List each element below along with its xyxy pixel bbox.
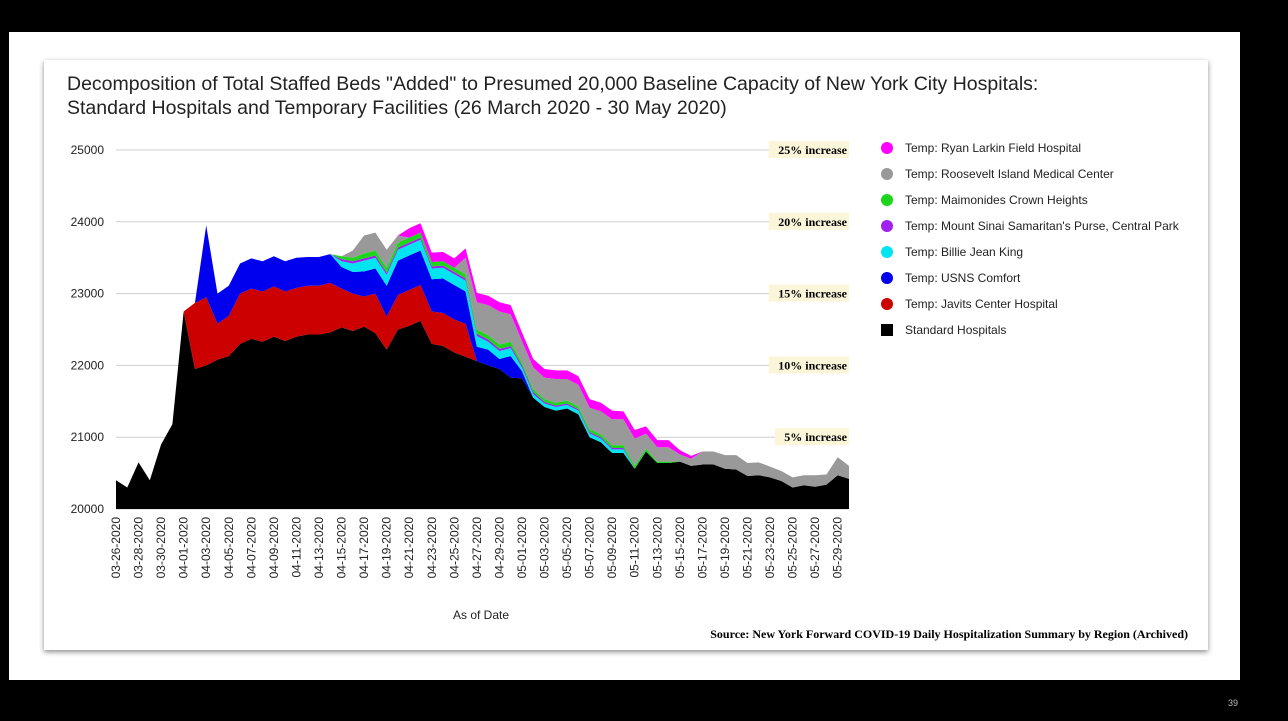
legend-item: Temp: USNS Comfort [880, 271, 1200, 285]
series-area-1 [116, 282, 849, 488]
x-tick-label: 04-25-2020 [447, 517, 461, 579]
page-number: 39 [1227, 698, 1238, 708]
legend-swatch [881, 142, 893, 154]
y-tick-label: 21000 [71, 430, 105, 444]
x-axis-ticks: 03-26-2020 03-28-2020 03-30-2020 04-01-2020… [109, 517, 845, 579]
x-tick-label: 05-07-2020 [583, 517, 597, 579]
y-axis-ticks: 20000 21000 22000 23000 24000 25000 [71, 143, 105, 516]
x-tick-label: 03-28-2020 [132, 517, 146, 579]
legend-swatch [881, 220, 893, 232]
increase-annotations: 25% increase 20% increase 15% increase 10% … [768, 141, 849, 446]
annotation: 5% increase [774, 428, 849, 446]
annotation: 20% increase [768, 212, 849, 230]
annotation-label: 25% increase [778, 143, 847, 157]
x-tick-label: 04-03-2020 [199, 517, 213, 579]
x-axis-label: As of Date [453, 608, 509, 622]
chart-title: Decomposition of Total Staffed Beds "Add… [67, 72, 1207, 120]
series-area-0 [116, 311, 849, 509]
legend-item: Standard Hospitals [880, 323, 1200, 337]
y-tick-label: 20000 [71, 502, 105, 516]
x-tick-label: 05-03-2020 [538, 517, 552, 579]
x-tick-label: 05-27-2020 [808, 517, 822, 579]
legend-label: Standard Hospitals [905, 323, 1007, 337]
x-tick-label: 05-21-2020 [741, 517, 755, 579]
x-tick-label: 04-13-2020 [312, 517, 326, 579]
legend-item: Temp: Javits Center Hospital [880, 297, 1200, 311]
legend-item: Temp: Mount Sinai Samaritan's Purse, Cen… [880, 219, 1200, 233]
legend-label: Temp: Mount Sinai Samaritan's Purse, Cen… [905, 219, 1179, 233]
x-tick-label: 05-01-2020 [515, 517, 529, 579]
legend-swatch [881, 298, 893, 310]
x-tick-label: 04-07-2020 [244, 517, 258, 579]
legend-label: Temp: USNS Comfort [905, 271, 1021, 285]
annotation-label: 5% increase [784, 430, 847, 444]
chart-title-line-1: Decomposition of Total Staffed Beds "Add… [67, 73, 1039, 95]
legend-swatch [881, 324, 893, 336]
annotation-bg [768, 284, 849, 302]
series-areas [116, 223, 849, 509]
annotation-bg [768, 141, 849, 158]
legend-label: Temp: Javits Center Hospital [905, 297, 1058, 311]
legend-label: Temp: Maimonides Crown Heights [905, 193, 1088, 207]
source-note: Source: New York Forward COVID-19 Daily … [710, 627, 1188, 641]
x-tick-label: 05-29-2020 [831, 517, 845, 579]
x-tick-label: 05-09-2020 [605, 517, 619, 579]
annotation-label: 15% increase [778, 287, 847, 301]
legend-swatch [881, 168, 893, 180]
x-tick-label: 05-15-2020 [673, 517, 687, 579]
x-tick-label: 04-09-2020 [267, 517, 281, 579]
x-tick-label: 05-23-2020 [763, 517, 777, 579]
x-tick-label: 04-19-2020 [380, 517, 394, 579]
legend-swatch [881, 272, 893, 284]
y-tick-label: 22000 [71, 358, 105, 372]
y-tick-label: 23000 [71, 287, 105, 301]
x-tick-label: 04-21-2020 [402, 517, 416, 579]
x-tick-label: 05-19-2020 [718, 517, 732, 579]
legend-label: Temp: Roosevelt Island Medical Center [905, 167, 1114, 181]
legend-item: Temp: Maimonides Crown Heights [880, 193, 1200, 207]
legend: Temp: Ryan Larkin Field Hospital Temp: Ro… [880, 141, 1200, 349]
legend-swatch [881, 194, 893, 206]
legend-item: Temp: Ryan Larkin Field Hospital [880, 141, 1200, 155]
annotation-bg [774, 428, 849, 446]
x-tick-label: 03-30-2020 [154, 517, 168, 579]
y-tick-label: 24000 [71, 215, 105, 229]
x-tick-label: 05-11-2020 [628, 517, 642, 578]
annotation-label: 20% increase [778, 215, 847, 229]
legend-swatch [881, 246, 893, 258]
legend-label: Temp: Ryan Larkin Field Hospital [905, 141, 1082, 155]
x-tick-label: 04-27-2020 [470, 517, 484, 579]
x-tick-label: 03-26-2020 [109, 517, 123, 579]
annotation: 10% increase [768, 356, 849, 374]
annotation-bg [768, 212, 849, 230]
x-tick-label: 04-17-2020 [357, 517, 371, 579]
x-tick-label: 05-05-2020 [560, 517, 574, 579]
annotation: 15% increase [768, 284, 849, 302]
legend-label: Temp: Billie Jean King [905, 245, 1024, 259]
x-tick-label: 05-17-2020 [695, 517, 709, 579]
annotation-bg [768, 356, 849, 374]
x-tick-label: 05-25-2020 [786, 517, 800, 579]
chart-title-line-2: Standard Hospitals and Temporary Facilit… [67, 97, 727, 119]
annotation: 25% increase [768, 141, 849, 158]
legend-item: Temp: Roosevelt Island Medical Center [880, 167, 1200, 181]
annotation-label: 10% increase [778, 358, 847, 372]
x-tick-label: 04-23-2020 [425, 517, 439, 579]
x-tick-label: 04-15-2020 [335, 517, 349, 579]
x-tick-label: 04-05-2020 [222, 517, 236, 579]
x-tick-label: 04-29-2020 [492, 517, 506, 579]
series-area-2 [116, 225, 849, 488]
x-tick-label: 04-01-2020 [177, 517, 191, 579]
y-tick-label: 25000 [71, 143, 105, 157]
x-tick-label: 04-11-2020 [289, 517, 303, 578]
legend-item: Temp: Billie Jean King [880, 245, 1200, 259]
x-tick-label: 05-13-2020 [650, 517, 664, 579]
